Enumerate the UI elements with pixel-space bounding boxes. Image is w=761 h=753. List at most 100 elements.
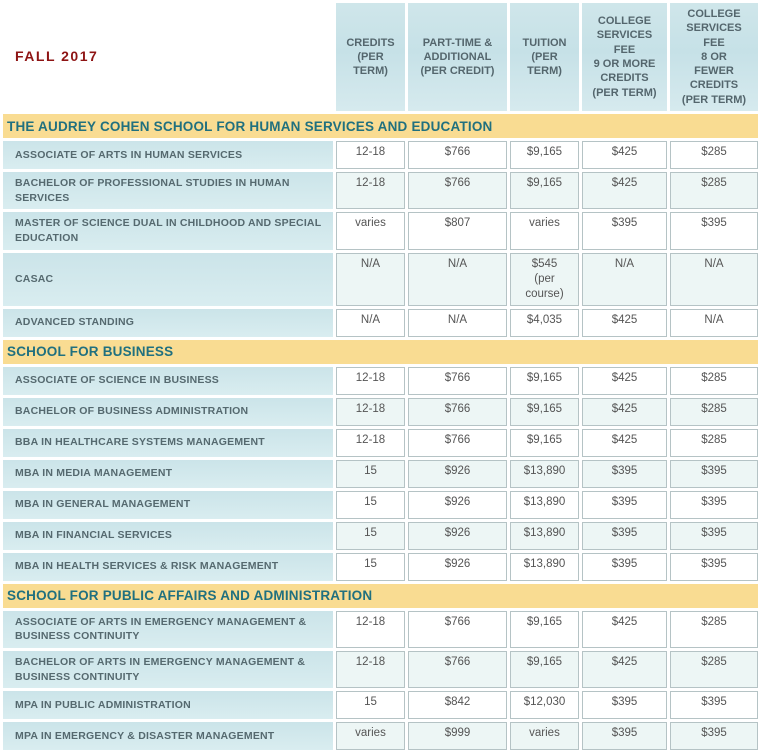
table-row: MASTER OF SCIENCE DUAL IN CHILDHOOD AND … — [3, 212, 758, 250]
table-row: MPA IN EMERGENCY & DISASTER MANAGEMENT va… — [3, 722, 758, 751]
program-label: ASSOCIATE OF ARTS IN HUMAN SERVICES — [3, 141, 333, 169]
header-row: FALL 2017 CREDITS (PER TERM) PART-TIME &… — [3, 3, 758, 111]
value-cell: $9,165 — [510, 141, 579, 169]
table-body: THE AUDREY COHEN SCHOOL FOR HUMAN SERVIC… — [3, 114, 758, 751]
value-cell: 12-18 — [336, 141, 405, 169]
value-cell: $395 — [582, 212, 667, 250]
program-label: MASTER OF SCIENCE DUAL IN CHILDHOOD AND … — [3, 212, 333, 250]
value-cell: $285 — [670, 366, 758, 395]
table-row: MBA IN FINANCIAL SERVICES 15 $926 $13,890 $3… — [3, 521, 758, 550]
value-cell: 12-18 — [336, 366, 405, 395]
section-title: SCHOOL FOR PUBLIC AFFAIRS AND ADMINISTRA… — [3, 583, 758, 608]
value-cell: $285 — [670, 610, 758, 648]
value-cell: 12-18 — [336, 650, 405, 689]
value-cell: $9,165 — [510, 650, 579, 689]
value-cell: $4,035 — [510, 308, 579, 337]
table-row: MBA IN MEDIA MANAGEMENT 15 $926 $13,890 $395… — [3, 459, 758, 488]
value-cell: $13,890 — [510, 521, 579, 550]
value-cell: $545 (per course) — [510, 252, 579, 306]
value-cell: N/A — [582, 252, 667, 306]
value-cell: $395 — [670, 459, 758, 488]
column-header-tuition: TUITION (PER TERM) — [510, 3, 579, 111]
value-cell: N/A — [670, 252, 758, 306]
section-header-row: THE AUDREY COHEN SCHOOL FOR HUMAN SERVIC… — [3, 114, 758, 138]
value-cell: $9,165 — [510, 397, 579, 426]
value-cell: $807 — [408, 212, 507, 250]
value-cell: $766 — [408, 366, 507, 395]
program-label: MBA IN FINANCIAL SERVICES — [3, 521, 333, 550]
value-cell: $766 — [408, 428, 507, 457]
value-cell: $425 — [582, 610, 667, 648]
table-row: CASAC N/A N/A $545 (per course) N/A N/A — [3, 252, 758, 306]
value-cell: $425 — [582, 397, 667, 426]
value-cell: $395 — [582, 459, 667, 488]
value-cell: $766 — [408, 172, 507, 210]
value-cell: $766 — [408, 397, 507, 426]
value-cell: $425 — [582, 366, 667, 395]
value-cell: $425 — [582, 308, 667, 337]
value-cell: $395 — [582, 722, 667, 751]
value-cell: 15 — [336, 552, 405, 581]
program-label: BACHELOR OF ARTS IN EMERGENCY MANAGEMENT… — [3, 650, 333, 689]
column-header-services-fee-9plus: COLLEGE SERVICES FEE 9 OR MORE CREDITS (… — [582, 3, 667, 111]
value-cell: 12-18 — [336, 428, 405, 457]
value-cell: $9,165 — [510, 428, 579, 457]
table-row: MBA IN GENERAL MANAGEMENT 15 $926 $13,890 $3… — [3, 490, 758, 519]
column-header-part-time: PART-TIME & ADDITIONAL (PER CREDIT) — [408, 3, 507, 111]
table-row: ADVANCED STANDING N/A N/A $4,035 $425 N/A — [3, 308, 758, 337]
table-row: BACHELOR OF PROFESSIONAL STUDIES IN HUMA… — [3, 172, 758, 210]
value-cell: $766 — [408, 650, 507, 689]
value-cell: N/A — [408, 252, 507, 306]
value-cell: $926 — [408, 459, 507, 488]
value-cell: $425 — [582, 428, 667, 457]
value-cell: N/A — [670, 308, 758, 337]
value-cell: $395 — [670, 691, 758, 720]
section-title: SCHOOL FOR BUSINESS — [3, 339, 758, 364]
program-label: BBA IN HEALTHCARE SYSTEMS MANAGEMENT — [3, 428, 333, 457]
value-cell: $285 — [670, 141, 758, 169]
value-cell: $285 — [670, 650, 758, 689]
value-cell: 15 — [336, 490, 405, 519]
column-header-services-fee-8less: COLLEGE SERVICES FEE 8 OR FEWER CREDITS … — [670, 3, 758, 111]
value-cell: $395 — [582, 521, 667, 550]
value-cell: $9,165 — [510, 172, 579, 210]
value-cell: 12-18 — [336, 172, 405, 210]
value-cell: 15 — [336, 521, 405, 550]
value-cell: $926 — [408, 521, 507, 550]
section-header-row: SCHOOL FOR PUBLIC AFFAIRS AND ADMINISTRA… — [3, 583, 758, 608]
program-label: MBA IN HEALTH SERVICES & RISK MANAGEMENT — [3, 552, 333, 581]
value-cell: $766 — [408, 610, 507, 648]
value-cell: $13,890 — [510, 459, 579, 488]
table-header: FALL 2017 CREDITS (PER TERM) PART-TIME &… — [3, 3, 758, 111]
value-cell: $285 — [670, 428, 758, 457]
table-row: ASSOCIATE OF ARTS IN EMERGENCY MANAGEMEN… — [3, 610, 758, 648]
table-row: BBA IN HEALTHCARE SYSTEMS MANAGEMENT 12-1… — [3, 428, 758, 457]
program-label: ASSOCIATE OF SCIENCE IN BUSINESS — [3, 366, 333, 395]
section-title: THE AUDREY COHEN SCHOOL FOR HUMAN SERVIC… — [3, 114, 758, 138]
title-cell: FALL 2017 — [3, 3, 333, 111]
value-cell: $425 — [582, 141, 667, 169]
table-row: BACHELOR OF ARTS IN EMERGENCY MANAGEMENT… — [3, 650, 758, 689]
table-row: MBA IN HEALTH SERVICES & RISK MANAGEMENT… — [3, 552, 758, 581]
value-cell: $842 — [408, 691, 507, 720]
value-cell: $395 — [582, 552, 667, 581]
value-cell: N/A — [336, 308, 405, 337]
value-cell: $425 — [582, 650, 667, 689]
program-label: MBA IN GENERAL MANAGEMENT — [3, 490, 333, 519]
program-label: BACHELOR OF BUSINESS ADMINISTRATION — [3, 397, 333, 426]
table-row: ASSOCIATE OF ARTS IN HUMAN SERVICES 12-18… — [3, 141, 758, 169]
value-cell: $13,890 — [510, 552, 579, 581]
program-label: BACHELOR OF PROFESSIONAL STUDIES IN HUMA… — [3, 172, 333, 210]
program-label: ADVANCED STANDING — [3, 308, 333, 337]
value-cell: 12-18 — [336, 397, 405, 426]
value-cell: $13,890 — [510, 490, 579, 519]
table-row: MPA IN PUBLIC ADMINISTRATION 15 $842 $12,03… — [3, 691, 758, 720]
value-cell: N/A — [336, 252, 405, 306]
value-cell: $766 — [408, 141, 507, 169]
column-header-credits: CREDITS (PER TERM) — [336, 3, 405, 111]
value-cell: $285 — [670, 397, 758, 426]
value-cell: $285 — [670, 172, 758, 210]
page-title: FALL 2017 — [15, 48, 99, 64]
value-cell: $395 — [670, 521, 758, 550]
